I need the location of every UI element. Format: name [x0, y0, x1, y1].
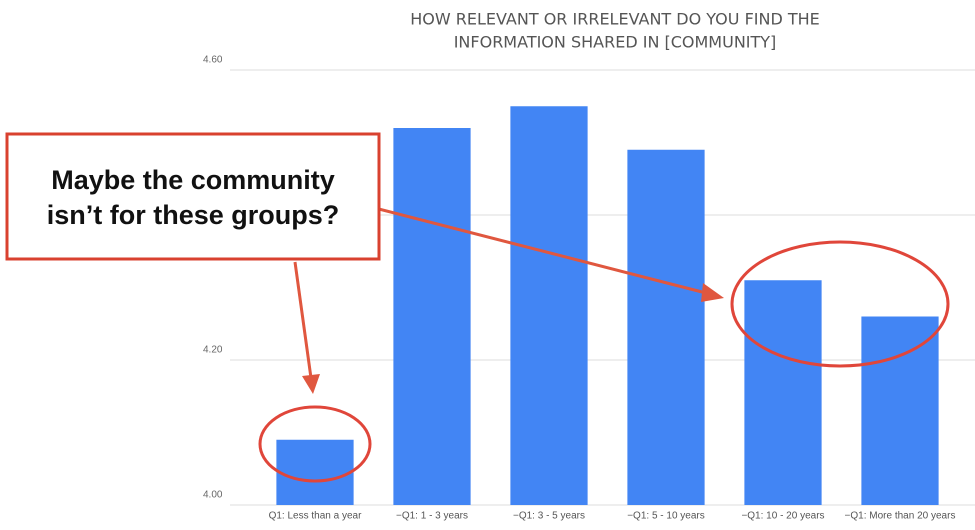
- bar: [861, 316, 939, 505]
- arrow: [293, 261, 313, 379]
- annotations: Maybe the community isn’t for these grou…: [5, 132, 950, 483]
- annotation-text: Maybe the community: [51, 165, 335, 195]
- annotation-text: isn’t for these groups?: [47, 200, 340, 230]
- bar: [276, 439, 354, 505]
- chart-title: HOW RELEVANT OR IRRELEVANT DO YOU FIND T…: [410, 10, 820, 29]
- annotation-box: [5, 132, 381, 261]
- bar: [393, 128, 471, 505]
- x-tick-label: Q1: Less than a year: [269, 511, 363, 522]
- y-tick-label: 4.00: [203, 490, 223, 501]
- highlight-ellipse: [258, 405, 372, 483]
- arrow-head: [701, 283, 724, 302]
- x-tick-label: −Q1: 5 - 10 years: [627, 511, 705, 522]
- bar: [627, 149, 705, 505]
- bar: [744, 280, 822, 505]
- bar: [510, 106, 588, 505]
- highlight-ellipse: [730, 240, 950, 368]
- y-tick-label: 4.60: [203, 55, 223, 66]
- x-tick-label: −Q1: 10 - 20 years: [741, 511, 824, 522]
- x-tick-label: −Q1: 1 - 3 years: [396, 511, 468, 522]
- x-tick-label: −Q1: More than 20 years: [845, 511, 956, 522]
- chart-title: INFORMATION SHARED IN [COMMUNITY]: [454, 33, 777, 52]
- arrow-head: [302, 374, 320, 394]
- arrow: [374, 206, 707, 295]
- y-tick-label: 4.20: [203, 345, 223, 356]
- x-tick-label: −Q1: 3 - 5 years: [513, 511, 585, 522]
